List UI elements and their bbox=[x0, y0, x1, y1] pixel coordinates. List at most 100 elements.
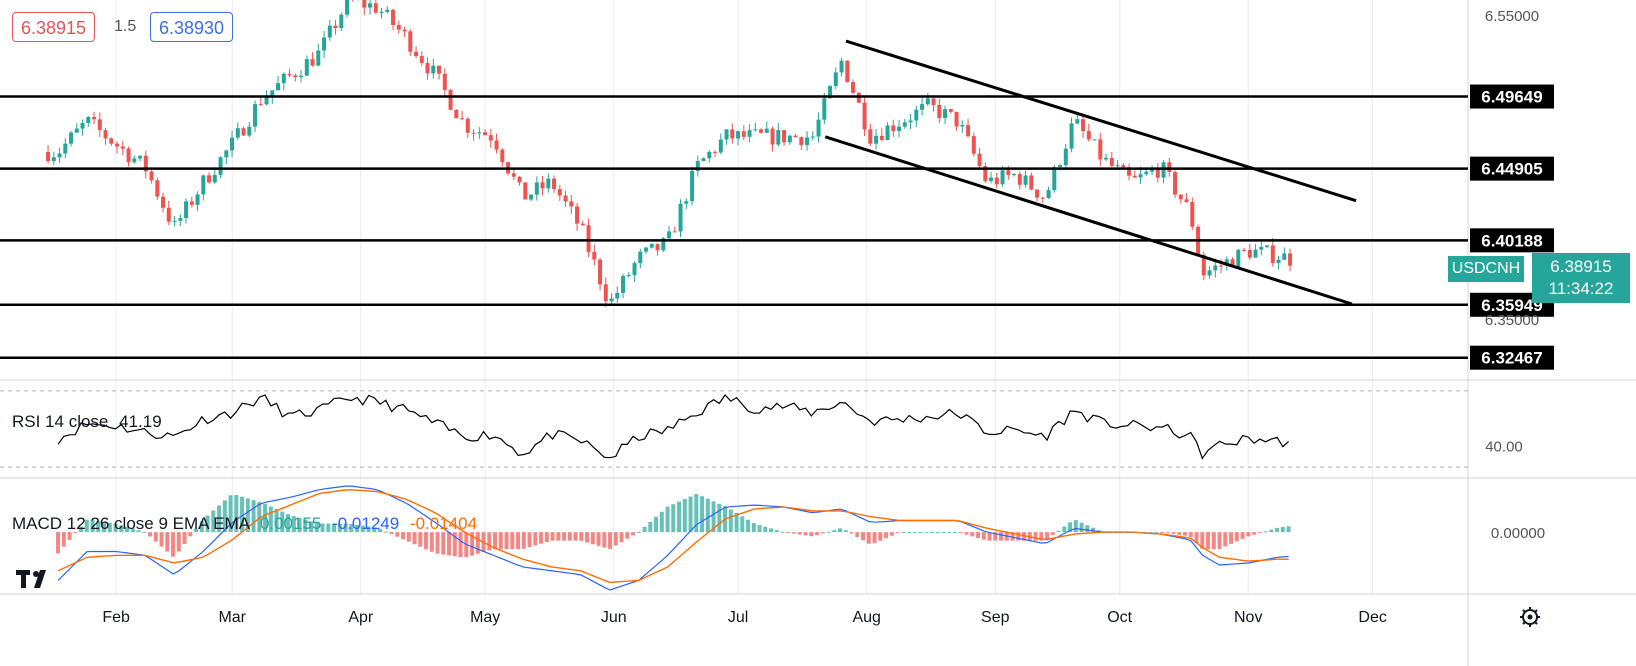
rsi-legend[interactable]: RSI 14 close 41.19 bbox=[12, 412, 162, 432]
gear-tooth bbox=[1522, 621, 1526, 625]
candle-body bbox=[799, 137, 804, 146]
macd-pane bbox=[56, 485, 1291, 591]
macd-histogram-bar bbox=[901, 532, 906, 534]
candle bbox=[718, 133, 723, 155]
macd-histogram-bar bbox=[763, 526, 768, 533]
bid-price-button[interactable]: 6.38915 bbox=[12, 12, 96, 42]
macd-histogram-bar bbox=[1194, 532, 1199, 543]
tradingview-logo-icon[interactable] bbox=[16, 568, 56, 596]
macd-histogram-bar bbox=[947, 532, 952, 534]
macd-histogram-bar bbox=[199, 521, 204, 533]
macd-histogram-bar bbox=[746, 519, 751, 533]
macd-histogram-bar bbox=[1269, 529, 1274, 533]
macd-histogram-bar bbox=[332, 523, 337, 533]
candle-body bbox=[649, 243, 654, 248]
candle bbox=[937, 98, 942, 123]
macd-histogram-bar bbox=[1280, 527, 1285, 533]
candle-body bbox=[845, 60, 850, 83]
candle-body bbox=[782, 130, 787, 143]
candle-body bbox=[1178, 194, 1183, 200]
candle-body bbox=[402, 29, 407, 32]
candle-body bbox=[753, 129, 758, 131]
macd-histogram-bar bbox=[182, 532, 187, 544]
macd-histogram-bar bbox=[1263, 531, 1268, 533]
candle bbox=[1288, 248, 1293, 272]
candle-body bbox=[224, 150, 229, 158]
macd-histogram-bar bbox=[90, 520, 95, 533]
macd-histogram-bar bbox=[268, 506, 273, 533]
candle bbox=[442, 68, 447, 97]
candle-body bbox=[1127, 167, 1132, 176]
macd-histogram-bar bbox=[907, 532, 912, 534]
time-axis-label: Oct bbox=[1107, 609, 1132, 626]
candle bbox=[540, 175, 545, 196]
gear-tooth bbox=[1534, 609, 1538, 613]
macd-histogram-bar bbox=[401, 532, 406, 540]
settings-gear-icon[interactable] bbox=[1520, 607, 1540, 627]
candle bbox=[902, 118, 907, 129]
macd-histogram-bar bbox=[274, 509, 279, 533]
macd-axis-tick: 0.00000 bbox=[1491, 525, 1545, 542]
grid-lines bbox=[115, 0, 1374, 594]
macd-histogram-bar bbox=[849, 532, 854, 534]
candle bbox=[1190, 197, 1195, 231]
candle bbox=[586, 218, 591, 258]
macd-histogram-bar bbox=[694, 494, 699, 533]
candle bbox=[1178, 194, 1183, 204]
candle-body bbox=[1190, 202, 1195, 227]
macd-histogram-bar bbox=[665, 506, 670, 533]
candle bbox=[253, 100, 258, 132]
macd-histogram-bar bbox=[102, 521, 107, 533]
candle-body bbox=[891, 125, 896, 132]
candle bbox=[1167, 157, 1172, 177]
macd-histogram-bar bbox=[1234, 532, 1239, 542]
macd-histogram-bar bbox=[1148, 532, 1153, 534]
macd-signal-line bbox=[57, 489, 1289, 584]
macd-histogram-bar bbox=[194, 528, 199, 533]
ask-price-button[interactable]: 6.38930 bbox=[150, 12, 234, 42]
channel-line-lower bbox=[824, 135, 1353, 306]
macd-histogram-value: 0.00155 bbox=[259, 514, 322, 533]
candle-body bbox=[230, 137, 235, 151]
candle-body bbox=[396, 25, 401, 30]
macd-histogram-bar bbox=[1010, 532, 1015, 541]
candle bbox=[63, 138, 68, 159]
macd-histogram-bar bbox=[700, 496, 705, 533]
candle bbox=[1040, 196, 1045, 203]
macd-legend[interactable]: MACD 12 26 close 9 EMA EMA 0.00155 -0.01… bbox=[12, 514, 477, 534]
candle bbox=[224, 149, 229, 165]
candle bbox=[1023, 170, 1028, 188]
candle-body bbox=[460, 118, 465, 120]
candle-body bbox=[1081, 119, 1086, 132]
candle bbox=[379, 7, 384, 19]
candle-body bbox=[1023, 175, 1028, 185]
candle-body bbox=[1259, 246, 1264, 250]
candle bbox=[603, 277, 608, 308]
candle-body bbox=[1288, 253, 1293, 266]
candle-body bbox=[471, 132, 476, 134]
candle bbox=[954, 111, 959, 131]
candle bbox=[408, 29, 413, 56]
candle-body bbox=[212, 174, 217, 183]
candle bbox=[471, 129, 476, 141]
candle bbox=[787, 134, 792, 145]
macd-histogram-bar bbox=[780, 531, 785, 533]
candle bbox=[322, 30, 327, 59]
candle-body bbox=[385, 9, 390, 13]
candle-body bbox=[885, 125, 890, 140]
candle-body bbox=[408, 31, 413, 52]
macd-histogram-bar bbox=[999, 532, 1004, 541]
candle-body bbox=[103, 130, 108, 139]
time-axis-label: Dec bbox=[1358, 609, 1386, 626]
macd-histogram-bar bbox=[1171, 532, 1176, 534]
macd-histogram-bar bbox=[1223, 532, 1228, 547]
candle bbox=[115, 141, 120, 154]
candle-body bbox=[851, 82, 856, 93]
candle bbox=[143, 150, 148, 179]
candle-body bbox=[638, 251, 643, 264]
candle bbox=[109, 137, 114, 146]
gear-center bbox=[1527, 614, 1533, 620]
candle-body bbox=[1029, 175, 1034, 190]
candle-body bbox=[908, 120, 913, 123]
candle-body bbox=[149, 171, 154, 181]
